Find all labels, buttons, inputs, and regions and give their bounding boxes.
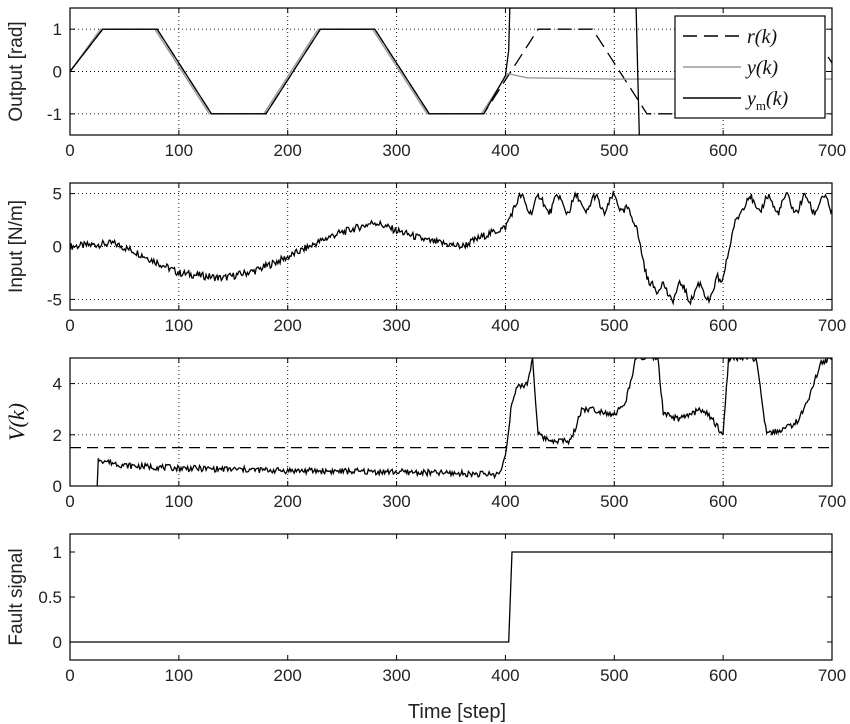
x-tick-label: 300 bbox=[382, 316, 410, 335]
series-group bbox=[70, 189, 832, 306]
legend-label: y(k) bbox=[745, 57, 778, 79]
x-tick-label: 600 bbox=[709, 316, 737, 335]
x-tick-label: 100 bbox=[165, 666, 193, 685]
axes-box bbox=[69, 533, 833, 661]
legend-label: r(k) bbox=[747, 26, 777, 48]
y-axis-label: V(k) bbox=[4, 403, 29, 441]
chart-panel-4: 0 100 200 300 400 500 600 700 0 0.5 1 Fault signal T… bbox=[6, 533, 846, 723]
x-tick-label: 700 bbox=[818, 316, 846, 335]
chart-panel-3: 0 100 200 300 400 500 600 700 0 2 4 V(k) bbox=[4, 357, 846, 511]
y-tick-label: 0 bbox=[53, 633, 62, 652]
x-tick-label: 100 bbox=[165, 492, 193, 511]
y-tick-label: 0 bbox=[53, 238, 62, 257]
x-tick-label: 600 bbox=[709, 492, 737, 511]
y-tick-label: 2 bbox=[53, 426, 62, 445]
x-tick-label: 600 bbox=[709, 141, 737, 160]
y-tick-label: 0 bbox=[53, 477, 62, 496]
series-line-uk bbox=[70, 189, 832, 306]
legend: r(k) y(k) ym(k) bbox=[674, 15, 826, 119]
y-axis-label: Output [rad] bbox=[6, 21, 27, 121]
x-tick-label: 100 bbox=[165, 141, 193, 160]
x-tick-label: 500 bbox=[600, 141, 628, 160]
x-tick-label: 500 bbox=[600, 666, 628, 685]
x-tick-label: 700 bbox=[818, 666, 846, 685]
series-group bbox=[96, 358, 832, 486]
series-line-ymk bbox=[70, 8, 832, 135]
x-tick-label: 0 bbox=[65, 492, 74, 511]
x-tick-label: 100 bbox=[165, 316, 193, 335]
y-axis-label: Input [N/m] bbox=[6, 200, 27, 293]
y-tick-label: 0.5 bbox=[38, 588, 62, 607]
x-tick-label: 500 bbox=[600, 316, 628, 335]
x-tick-label: 300 bbox=[382, 666, 410, 685]
x-tick-label: 600 bbox=[709, 666, 737, 685]
x-tick-label: 200 bbox=[274, 492, 302, 511]
x-tick-label: 0 bbox=[65, 316, 74, 335]
x-tick-label: 0 bbox=[65, 141, 74, 160]
x-tick-label: 400 bbox=[491, 492, 519, 511]
y-tick-label: 5 bbox=[53, 185, 62, 204]
x-tick-label: 500 bbox=[600, 492, 628, 511]
x-axis-label: Time [step] bbox=[408, 701, 506, 723]
x-tick-label: 200 bbox=[274, 316, 302, 335]
x-tick-label: 200 bbox=[274, 141, 302, 160]
x-tick-label: 700 bbox=[818, 141, 846, 160]
y-tick-label: -1 bbox=[47, 105, 62, 124]
y-tick-label: 0 bbox=[53, 63, 62, 82]
x-tick-label: 200 bbox=[274, 666, 302, 685]
y-tick-label: 1 bbox=[53, 20, 62, 39]
series-line-fault bbox=[70, 551, 832, 643]
series-group bbox=[70, 551, 832, 643]
legend-label: ym(k) bbox=[745, 88, 789, 113]
x-tick-label: 400 bbox=[491, 666, 519, 685]
y-axis-label: Fault signal bbox=[6, 548, 27, 645]
x-tick-label: 300 bbox=[382, 141, 410, 160]
axes-box bbox=[69, 357, 833, 487]
y-tick-label: -5 bbox=[47, 290, 62, 309]
series-line-vk bbox=[96, 358, 832, 486]
x-tick-label: 400 bbox=[491, 141, 519, 160]
y-tick-label: 1 bbox=[53, 543, 62, 562]
x-tick-label: 400 bbox=[491, 316, 519, 335]
x-tick-label: 0 bbox=[65, 666, 74, 685]
y-tick-label: 4 bbox=[53, 375, 62, 394]
x-tick-label: 300 bbox=[382, 492, 410, 511]
x-tick-label: 700 bbox=[818, 492, 846, 511]
